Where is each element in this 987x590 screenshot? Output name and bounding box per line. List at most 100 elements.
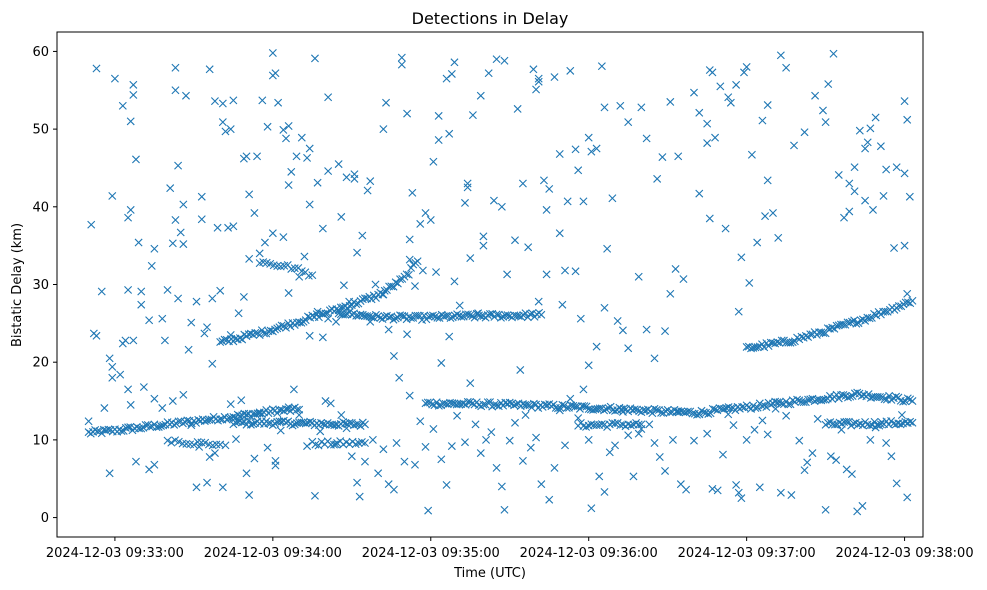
track-point: [773, 338, 782, 347]
scatter-point: [476, 91, 485, 100]
scatter-point: [850, 163, 859, 172]
track-point: [260, 329, 269, 338]
scatter-point: [487, 428, 496, 437]
scatter-point: [179, 240, 188, 249]
scatter-point: [897, 411, 906, 420]
scatter-point: [405, 235, 414, 244]
scatter-point: [803, 458, 812, 467]
track-point: [490, 400, 499, 409]
scatter-point: [100, 404, 109, 413]
track-point: [839, 390, 848, 399]
scatter-point: [734, 307, 743, 316]
scatter-point: [426, 216, 435, 225]
scatter-point: [126, 205, 135, 214]
track-point: [503, 311, 512, 320]
scatter-point: [416, 219, 425, 228]
scatter-point: [208, 359, 217, 368]
scatter-point: [421, 442, 430, 451]
scatter-point: [284, 181, 293, 190]
scatter-point: [658, 153, 667, 162]
track-point: [486, 309, 494, 318]
track-point: [360, 420, 369, 429]
track-point: [558, 400, 567, 409]
scatter-point: [92, 64, 101, 73]
scatter-point: [163, 285, 172, 294]
scatter-point: [92, 331, 101, 340]
track-point: [753, 403, 762, 412]
scatter-point: [145, 316, 154, 325]
scatter-point: [511, 418, 519, 427]
track-point: [290, 264, 299, 273]
scatter-point: [310, 491, 319, 500]
y-tick-label: 40: [32, 200, 49, 215]
scatter-point: [366, 177, 375, 186]
x-tick-label: 2024-12-03 09:37:00: [678, 546, 816, 561]
track-point: [356, 310, 365, 319]
track-point: [115, 425, 124, 434]
track-point: [830, 420, 839, 429]
scatter-point: [350, 170, 359, 179]
scatter-point: [871, 423, 880, 432]
scatter-point: [242, 469, 251, 478]
track-point: [867, 313, 876, 322]
track-point: [865, 421, 874, 430]
scatter-point: [358, 231, 367, 240]
scatter-point: [453, 411, 462, 420]
scatter-point: [447, 442, 456, 451]
scatter-point: [434, 111, 443, 120]
scatter-point: [276, 426, 285, 435]
track-point: [864, 390, 873, 399]
track-point: [634, 420, 643, 429]
track-point: [823, 418, 832, 427]
track-point: [352, 300, 361, 309]
scatter-point: [129, 336, 138, 345]
track-point: [363, 312, 372, 321]
scatter-point: [858, 501, 867, 510]
track-point: [479, 400, 488, 409]
track-point: [200, 417, 209, 426]
scatter-point: [216, 286, 225, 295]
scatter-point: [289, 385, 298, 394]
scatter-point: [303, 442, 312, 451]
scatter-point: [584, 361, 593, 370]
scatter-point: [242, 152, 251, 161]
scatter-point: [642, 134, 651, 143]
track-point: [97, 429, 106, 438]
scatter-point: [160, 336, 169, 345]
scatter-point: [634, 272, 643, 281]
scatter-point: [353, 248, 362, 257]
scatter-point: [158, 314, 167, 323]
scatter-point: [158, 404, 167, 413]
scatter-point: [871, 113, 880, 122]
scatter-point: [218, 99, 227, 108]
y-axis-label: Bistatic Delay (km): [10, 223, 25, 347]
track-point: [398, 311, 407, 320]
track-point: [163, 436, 172, 445]
track-point: [396, 275, 405, 284]
scatter-point: [124, 385, 133, 394]
scatter-point: [479, 232, 488, 241]
scatter-point: [587, 147, 596, 156]
scatter-point: [310, 54, 319, 63]
scatter-point: [847, 470, 856, 479]
scatter-point: [434, 136, 443, 144]
scatter-point: [534, 74, 543, 83]
scatter-point: [271, 461, 280, 470]
scatter-point: [271, 69, 280, 78]
track-point: [371, 310, 380, 319]
scatter-point: [400, 457, 409, 466]
scatter-point: [179, 200, 188, 209]
scatter-point: [284, 122, 293, 130]
track-point: [277, 321, 286, 330]
scatter-point: [800, 128, 809, 137]
scatter-point: [445, 332, 454, 341]
scatter-point: [450, 58, 459, 67]
track-point: [697, 406, 706, 415]
track-point: [602, 405, 611, 414]
scatter-point: [726, 98, 735, 107]
track-point: [174, 417, 183, 426]
track-point: [404, 270, 413, 279]
track-point: [459, 399, 468, 408]
track-point: [762, 403, 771, 411]
scatter-point: [579, 197, 588, 206]
